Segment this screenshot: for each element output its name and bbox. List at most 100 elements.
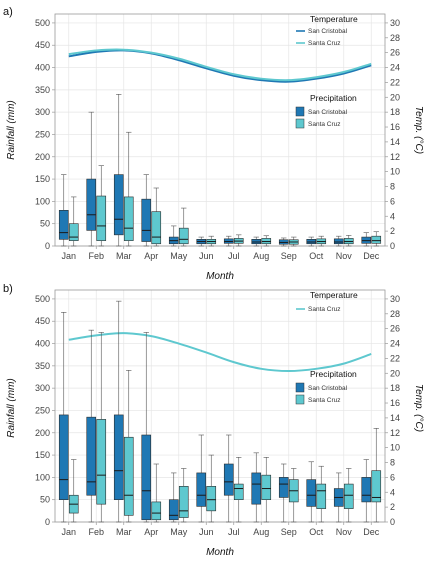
legend-label: Santa Cruz — [308, 40, 341, 47]
y2-tick-label: 10 — [390, 167, 400, 177]
panel-a-tag: a) — [3, 6, 13, 18]
y-tick-label: 500 — [35, 294, 50, 304]
x-tick-label: Oct — [309, 251, 324, 261]
y2-tick-label: 0 — [390, 241, 395, 251]
y2-tick-label: 30 — [390, 18, 400, 28]
box-san-cristobal-mar — [113, 414, 124, 500]
legend-title: Precipitation — [310, 369, 357, 379]
y-tick-label: 300 — [35, 383, 50, 393]
y2-tick-label: 20 — [390, 92, 400, 102]
box-santa-cruz-jun — [206, 486, 217, 512]
y2-tick-label: 20 — [390, 368, 400, 378]
y2-tick-label: 12 — [390, 428, 400, 438]
box-san-cristobal-sep — [278, 477, 289, 498]
legend-swatch-san-cristobal — [295, 106, 305, 117]
x-tick-label: Jul — [228, 251, 240, 261]
y2-tick-label: 0 — [390, 517, 395, 527]
x-tick-label: Feb — [88, 527, 104, 537]
box-san-cristobal-dec — [361, 477, 372, 503]
panel-b-tag: b) — [3, 283, 13, 295]
box-san-cristobal-oct — [306, 479, 317, 507]
panel-a-boxes — [58, 94, 382, 247]
y2-tick-label: 26 — [390, 48, 400, 58]
legend-swatch-san-cristobal — [295, 382, 305, 393]
y-tick-label: 200 — [35, 152, 50, 162]
box-san-cristobal-may — [168, 499, 179, 521]
y-tick-label: 350 — [35, 85, 50, 95]
temperature-line-san-cristobal — [68, 49, 372, 83]
y-tick-label: 100 — [35, 472, 50, 482]
box-san-cristobal-nov — [333, 238, 344, 245]
box-santa-cruz-apr — [151, 211, 162, 245]
legend-title: Temperature — [310, 290, 358, 300]
panel-a-y-ticks: 0 50 100 150 200 250 300 350 400 450 500 — [35, 18, 55, 251]
panel-b-precipitation-legend: Precipitation San Cristobal Santa Cruz — [295, 369, 357, 405]
x-tick-label: Jun — [199, 527, 214, 537]
x-tick-label: Apr — [144, 251, 158, 261]
x-tick-label: Dec — [363, 251, 380, 261]
panel-a-y2-axis-title: Temp. (°C) — [413, 106, 424, 154]
box-san-cristobal-feb — [86, 178, 97, 231]
panel-b-temperature-lines — [68, 332, 372, 373]
box-santa-cruz-feb — [96, 195, 107, 241]
y2-tick-label: 8 — [390, 182, 395, 192]
x-tick-label: Dec — [363, 527, 380, 537]
y2-tick-label: 18 — [390, 107, 400, 117]
box-santa-cruz-jul — [233, 483, 244, 500]
y-tick-label: 200 — [35, 428, 50, 438]
y2-tick-label: 28 — [390, 309, 400, 319]
x-tick-label: Aug — [253, 251, 269, 261]
x-tick-label: Sep — [281, 251, 297, 261]
legend-swatch-santa-cruz — [295, 118, 305, 129]
box-santa-cruz-nov — [343, 483, 354, 509]
x-tick-label: Mar — [116, 527, 132, 537]
y-tick-label: 100 — [35, 196, 50, 206]
x-tick-label: Mar — [116, 251, 132, 261]
y-tick-label: 250 — [35, 129, 50, 139]
box-santa-cruz-dec — [371, 470, 382, 503]
y2-tick-label: 16 — [390, 398, 400, 408]
y-tick-label: 400 — [35, 339, 50, 349]
panel-a-x-axis-title: Month — [206, 271, 234, 282]
y-tick-label: 500 — [35, 18, 50, 28]
y2-tick-label: 8 — [390, 458, 395, 468]
box-santa-cruz-oct — [316, 483, 327, 509]
x-tick-label: Jan — [61, 251, 76, 261]
panel-a-y-axis-title: Rainfall (mm) — [6, 100, 17, 159]
y2-tick-label: 12 — [390, 152, 400, 162]
legend-label: San Cristobal — [308, 109, 348, 116]
y-tick-label: 0 — [45, 241, 50, 251]
y-tick-label: 350 — [35, 361, 50, 371]
box-santa-cruz-apr — [151, 501, 162, 521]
box-san-cristobal-apr — [141, 198, 152, 242]
panel-b-x-axis-title: Month — [206, 547, 234, 558]
box-santa-cruz-mar — [123, 196, 134, 241]
panel-b-y2-axis-title: Temp. (°C) — [413, 384, 424, 432]
panel-b-boxes — [58, 300, 382, 523]
y2-tick-label: 6 — [390, 472, 395, 482]
x-tick-label: Feb — [88, 251, 104, 261]
legend-title: Precipitation — [310, 93, 357, 103]
panel-b-x-ticks: Jan Feb Mar Apr May Jun Jul Aug Sep Oct Nov Dec — [61, 522, 380, 537]
box-santa-cruz-aug — [261, 474, 272, 500]
box-san-cristobal-feb — [86, 416, 97, 496]
x-tick-label: Apr — [144, 527, 158, 537]
y2-tick-label: 26 — [390, 324, 400, 334]
panel-a-temperature-legend: Temperature San Cristobal Santa Cruz — [296, 14, 358, 47]
y2-tick-label: 6 — [390, 196, 395, 206]
panel-a-temperature-lines — [68, 48, 372, 83]
panel-b-plot-border — [54, 289, 386, 523]
y-tick-label: 50 — [40, 219, 50, 229]
x-tick-label: Sep — [281, 527, 297, 537]
legend-swatch-santa-cruz — [295, 394, 305, 405]
y-tick-label: 250 — [35, 405, 50, 415]
legend-label: Santa Cruz — [308, 121, 341, 128]
y2-tick-label: 24 — [390, 63, 400, 73]
x-tick-label: May — [170, 251, 188, 261]
box-san-cristobal-aug — [251, 472, 262, 505]
y-tick-label: 300 — [35, 107, 50, 117]
